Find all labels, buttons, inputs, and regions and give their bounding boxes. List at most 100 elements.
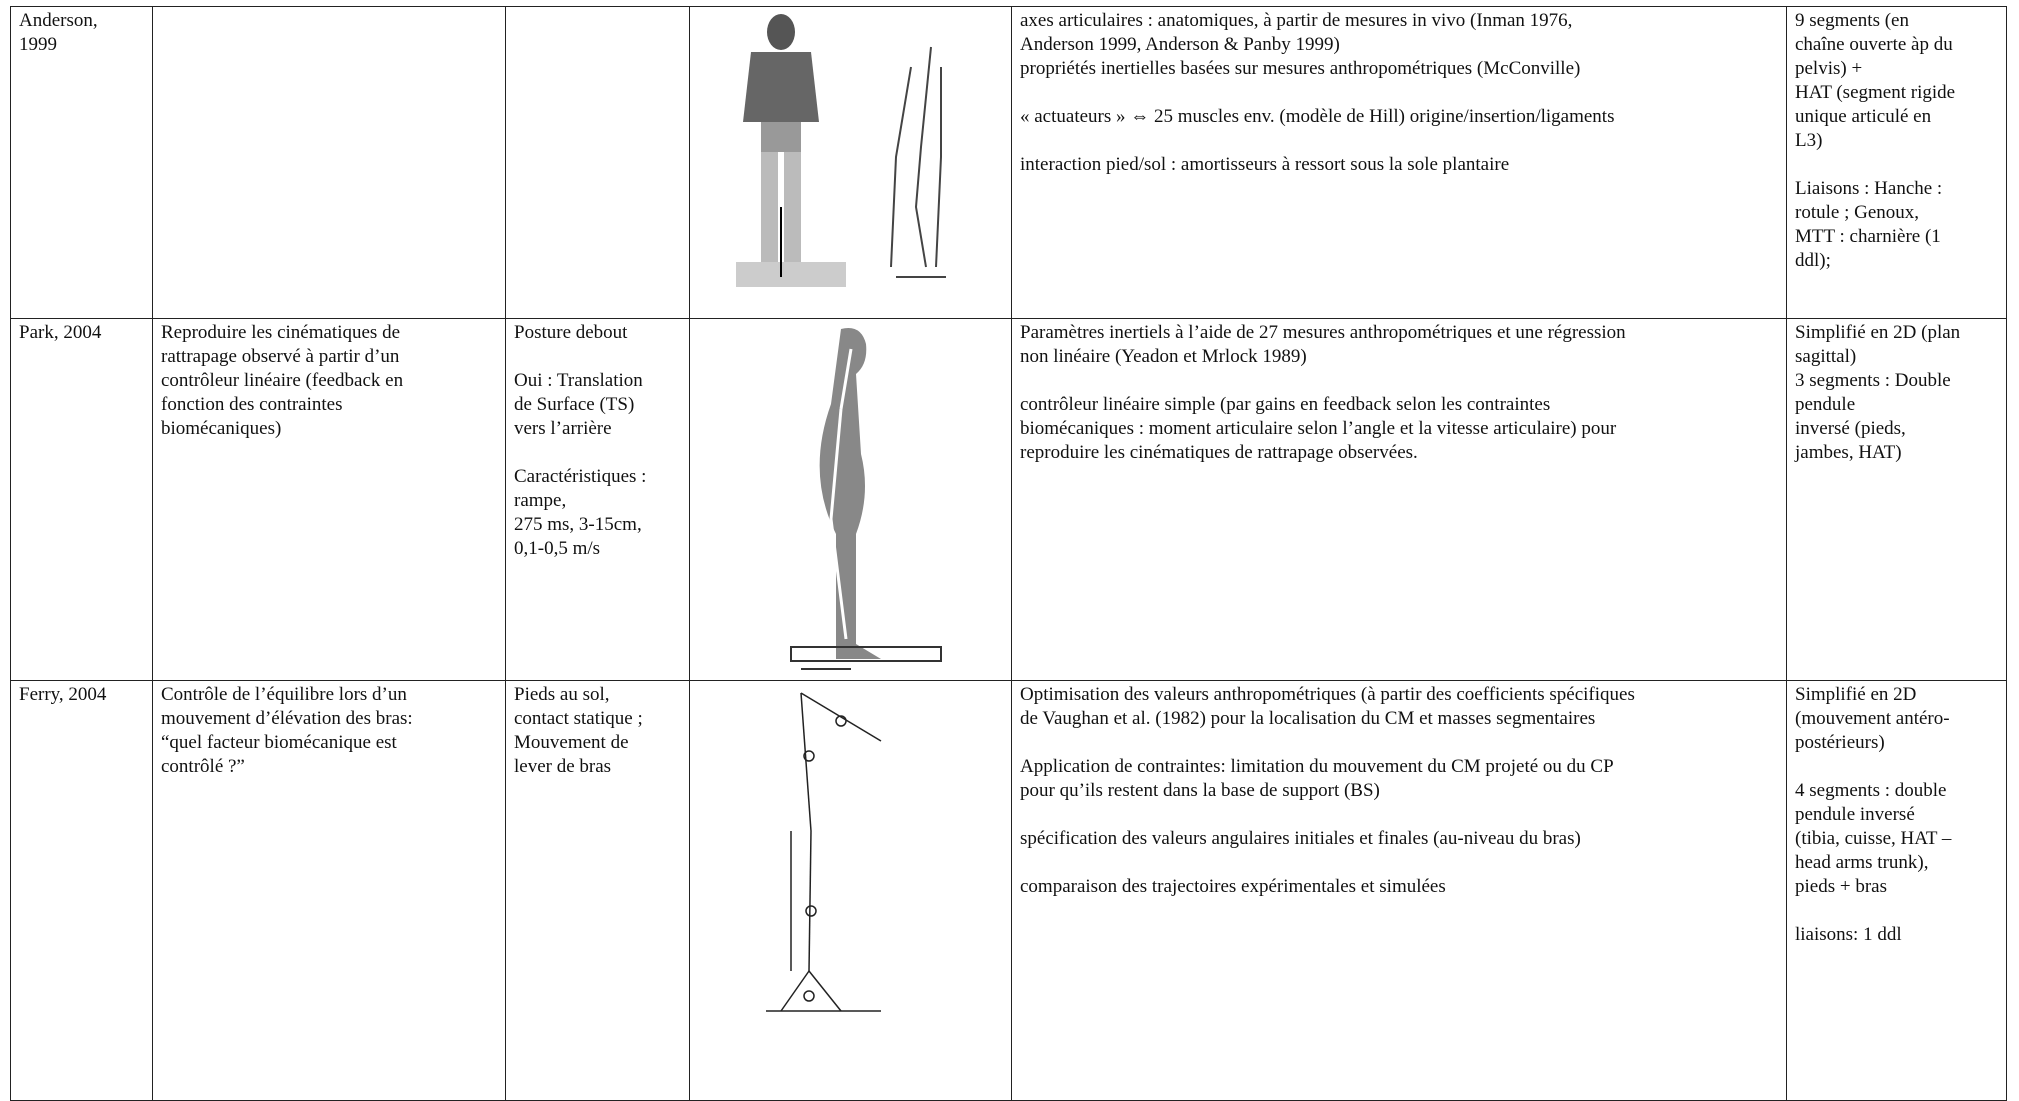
paragraph: Anderson, 1999 [19,9,144,57]
text-line: contrôleur linéaire (feedback en [161,370,404,391]
comparison-table: Anderson, 1999 axes articulaires : anatom… [10,6,2007,1101]
text-line: lever de bras [514,756,612,777]
text-line: Posture debout [514,322,628,343]
paragraph: contrôleur linéaire simple (par gains en… [1020,393,1778,465]
text-line: rotule ; Genoux, [1795,202,1920,223]
text-line: contact statique ; [514,708,643,729]
text-line: vers l’arrière [514,418,612,439]
text-line: pendule [1795,394,1856,415]
text-line: rattrapage observé à partir d’un [161,346,400,367]
text-line: ddl); [1795,250,1831,271]
cell: axes articulaires : anatomiques, à parti… [1011,6,1787,319]
paragraph: 4 segments : double pendule inversé (tibia… [1795,779,1998,899]
text-line: axes articulaires : anatomiques, à parti… [1020,10,1573,31]
cell: 9 segments (en chaîne ouverte àp du pelvis… [1786,6,2007,319]
cell: Simplifié en 2D (mouvement antéro-postéri… [1786,680,2007,1101]
cell: Contrôle de l’équilibre lors d’un mouveme… [152,680,506,1101]
text-line: L3) [1795,130,1823,151]
paragraph: axes articulaires : anatomiques, à parti… [1020,9,1778,81]
text-line: Caractéristiques : [514,466,647,487]
cell: Paramètres inertiels à l’aide de 27 mesu… [1011,318,1787,681]
text-line: pour qu’ils restent dans la base de supp… [1020,780,1380,801]
page: Anderson, 1999 axes articulaires : anatom… [10,6,2007,1101]
text-line: fonction des contraintes [161,394,343,415]
paragraph: Caractéristiques : rampe, 275 ms, 3-15cm, 0… [514,465,681,561]
text-line: (mouvement antéro- [1795,708,1950,729]
text-line: Simplifié en 2D (plan [1795,322,1961,343]
text-line: Anderson 1999, Anderson & Panby 1999) [1020,34,1340,55]
paragraph: liaisons: 1 ddl [1795,923,1998,947]
table-row: Ferry, 2004 Contrôle de l’équilibre lors… [10,680,2007,1101]
cell: Posture debout Oui : Translation de Surfac… [505,318,690,681]
text-line: Reproduire les cinématiques de [161,322,401,343]
text-line: 1999 [19,34,57,55]
paragraph: Paramètres inertiels à l’aide de 27 mesu… [1020,321,1778,369]
text-line: Liaisons : Hanche : [1795,178,1943,199]
text-line: postérieurs) [1795,732,1885,753]
cell: Reproduire les cinématiques de rattrapage… [152,318,506,681]
paragraph: interaction pied/sol : amortisseurs à re… [1020,153,1778,177]
paragraph: Oui : Translation de Surface (TS) vers l’a… [514,369,681,441]
text-line: Optimisation des valeurs anthropométriqu… [1020,684,1635,705]
figure-cell [689,318,1012,681]
figure [765,692,881,1012]
text-line: 4 segments : double [1795,780,1947,801]
cell: Anderson, 1999 [10,6,153,319]
paragraph: 9 segments (en chaîne ouverte àp du pelvis… [1795,9,1998,153]
text-line: head arms trunk), [1795,852,1929,873]
text-line: sagittal) [1795,346,1857,367]
paragraph: « actuateurs » ⇔ 25 muscles env. (modèle… [1020,105,1778,129]
paragraph: Simplifié en 2D (mouvement antéro-postéri… [1795,683,1998,755]
text-line: propriétés inertielles basées sur mesure… [1020,58,1581,79]
figure-cell [689,680,1012,1101]
text-line: Paramètres inertiels à l’aide de 27 mesu… [1020,322,1626,343]
table-row: Park, 2004 Reproduire les cinématiques d… [10,318,2007,681]
text-line: Mouvement de [514,732,629,753]
cell [505,6,690,319]
figure-cell [689,6,1012,319]
text-line: spécification des valeurs angulaires ini… [1020,828,1581,849]
text-line: biomécaniques) [161,418,282,439]
text-line: « actuateurs » ⇔ 25 muscles env. (modèle… [1020,106,1615,127]
paragraph: Reproduire les cinématiques de rattrapage… [161,321,497,441]
cell [152,6,506,319]
paragraph: Application de contraintes: limitation d… [1020,755,1778,803]
text-line: (tibia, cuisse, HAT – [1795,828,1952,849]
text-line: rampe, [514,490,567,511]
figure [735,14,946,287]
text-line: MTT : charnière (1 [1795,226,1941,247]
text-line: HAT (segment rigide [1795,82,1956,103]
cell: Park, 2004 [10,318,153,681]
paragraph: Pieds au sol, contact statique ; Mouvement… [514,683,681,779]
text-line: Anderson, [19,10,98,31]
text-line: 3 segments : Double [1795,370,1951,391]
text-line: inversé (pieds, [1795,418,1906,439]
text-line: Park, 2004 [19,322,102,343]
text-line: de Vaughan et al. (1982) pour la localis… [1020,708,1596,729]
text-line: 0,1-0,5 m/s [514,538,601,559]
text-line: reproduire les cinématiques de rattrapag… [1020,442,1418,463]
cell: Optimisation des valeurs anthropométriqu… [1011,680,1787,1101]
paragraph: comparaison des trajectoires expérimenta… [1020,875,1778,899]
text-line: unique articulé en [1795,106,1932,127]
paragraph: Optimisation des valeurs anthropométriqu… [1020,683,1778,731]
paragraph: Park, 2004 [19,321,144,345]
text-line: contrôlé ?” [161,756,245,777]
text-line: non linéaire (Yeadon et Mrlock 1989) [1020,346,1307,367]
paragraph: Simplifié en 2D (plan sagittal) 3 segments… [1795,321,1998,465]
text-line: Application de contraintes: limitation d… [1020,756,1614,777]
paragraph: Posture debout [514,321,681,345]
text-line: chaîne ouverte àp du [1795,34,1953,55]
text-line: Oui : Translation [514,370,643,391]
paragraph: Liaisons : Hanche : rotule ; Genoux, MTT :… [1795,177,1998,273]
text-line: pendule inversé [1795,804,1915,825]
cell: Pieds au sol, contact statique ; Mouvement… [505,680,690,1101]
table-row: Anderson, 1999 axes articulaires : anatom… [10,6,2007,319]
text-line: Ferry, 2004 [19,684,107,705]
text-line: contrôleur linéaire simple (par gains en… [1020,394,1551,415]
text-line: mouvement d’élévation des bras: [161,708,413,729]
text-line: Contrôle de l’équilibre lors d’un [161,684,407,705]
text-line: de Surface (TS) [514,394,635,415]
cell: Ferry, 2004 [10,680,153,1101]
cell: Simplifié en 2D (plan sagittal) 3 segments… [1786,318,2007,681]
